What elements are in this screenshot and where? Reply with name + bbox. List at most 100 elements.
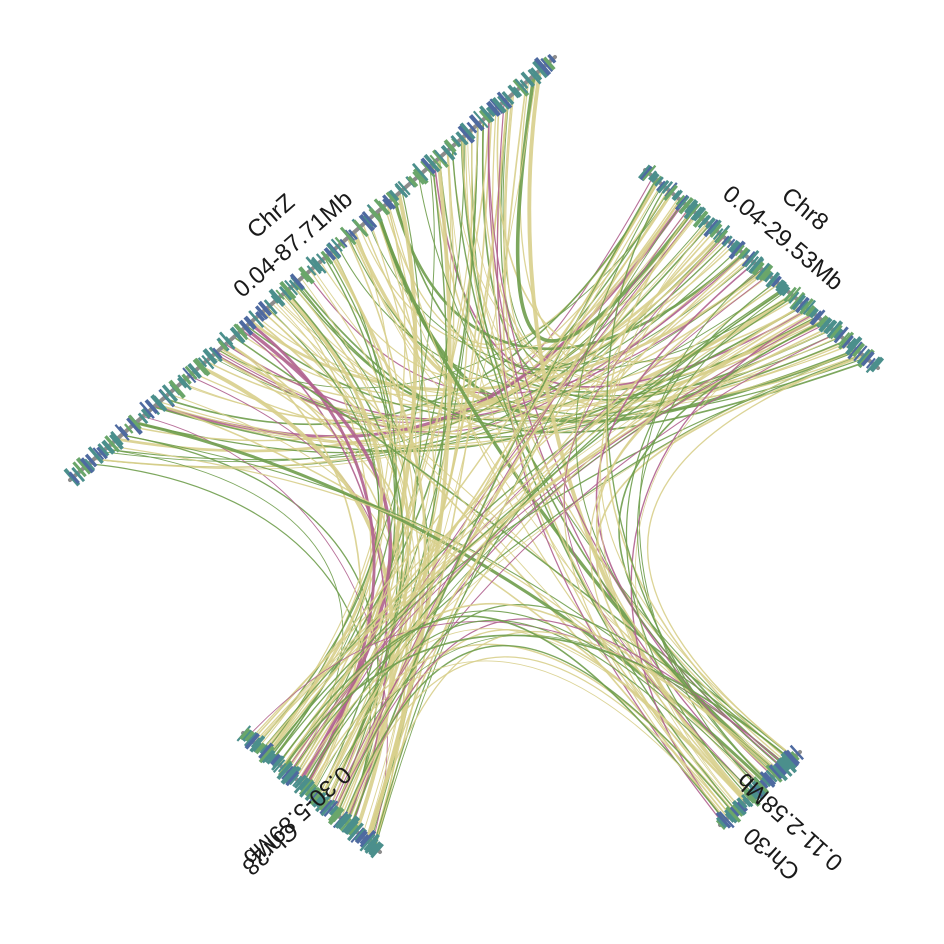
- chr28-gene-tick: [370, 843, 384, 859]
- chr28-gene-tick: [308, 786, 322, 801]
- chrz-gene-tick: [501, 91, 515, 106]
- synteny-link: [343, 656, 731, 822]
- chrz-gene-tick: [87, 446, 104, 464]
- synteny-link: [332, 199, 682, 813]
- chr8-gene-tick: [791, 294, 807, 311]
- chr30-gene-tick: [715, 816, 728, 829]
- chrz-gene-tick: [289, 273, 305, 290]
- chrz-gene-tick: [434, 149, 448, 165]
- synteny-link: [418, 175, 791, 762]
- chr28-gene-tick: [318, 799, 330, 812]
- chr30-gene-tick: [786, 749, 800, 765]
- chrz-gene-tick: [68, 471, 80, 485]
- chr30-gene-tick: [736, 797, 748, 809]
- synteny-link: [248, 322, 376, 788]
- chrz-gene-tick: [511, 86, 523, 98]
- chr30-gene-tick: [747, 788, 759, 800]
- synteny-link: [325, 183, 662, 806]
- chrz-gene-tick: [479, 105, 495, 123]
- chr8-gene-tick: [703, 219, 720, 238]
- synteny-links: [88, 69, 870, 849]
- chr28-gene-tick: [299, 780, 315, 798]
- chr8-gene-tick: [728, 239, 740, 253]
- synteny-link: [253, 283, 780, 744]
- synteny-link: [342, 644, 734, 821]
- chr8-gene-tick: [638, 164, 653, 181]
- chrz-gene-tick: [385, 191, 400, 207]
- synteny-link: [218, 191, 672, 389]
- chr8-gene-tick: [818, 317, 833, 333]
- chrz-gene-tick: [412, 167, 429, 185]
- synteny-link: [333, 190, 423, 812]
- chrz-gene-tick: [218, 340, 228, 351]
- chrz-gene-tick: [184, 365, 198, 380]
- chrz-axis: [68, 55, 557, 482]
- synteny-link: [268, 296, 795, 757]
- chrz-gene-tick: [420, 157, 436, 175]
- chr8-gene-tick: [734, 244, 745, 257]
- chr30-gene-tick: [777, 757, 791, 772]
- chrz-gene-ticks: [63, 53, 557, 487]
- synteny-link: [332, 150, 455, 812]
- chrz-gene-tick: [187, 362, 203, 379]
- chr8-gene-tick: [688, 203, 702, 217]
- synteny-link: [596, 309, 810, 777]
- chr28-gene-tick: [250, 737, 261, 748]
- chr8-gene-tick: [650, 172, 660, 183]
- chr28-gene-tick: [281, 765, 294, 780]
- chrz-gene-tick: [270, 295, 279, 304]
- synteny-link: [320, 180, 659, 801]
- chr30-gene-tick: [783, 750, 799, 767]
- chrz-gene-tick: [497, 95, 510, 110]
- chr30-gene-tick: [746, 781, 765, 801]
- chr28-gene-tick: [276, 761, 294, 781]
- chr8-gene-tick: [755, 262, 772, 281]
- chr30-gene-tick: [771, 764, 788, 782]
- chrz-gene-tick: [491, 96, 507, 114]
- chr28-gene-tick: [266, 753, 277, 765]
- synteny-link: [256, 307, 380, 746]
- chrz-gene-tick: [84, 458, 96, 471]
- chrz-gene-tick: [468, 114, 485, 132]
- synteny-link: [330, 323, 827, 810]
- chr8-gene-tick: [846, 337, 858, 350]
- chrz-gene-tick: [547, 53, 557, 64]
- chr28-gene-tick: [243, 731, 258, 747]
- chr30-gene-tick: [759, 779, 769, 789]
- chr30-gene-tick: [736, 800, 749, 813]
- chr8-gene-tick: [781, 286, 791, 297]
- chrz-gene-tick: [159, 389, 174, 406]
- chrz-gene-tick: [407, 175, 419, 188]
- chr8-gene-tick: [730, 241, 742, 254]
- chr28-gene-tick: [261, 749, 275, 764]
- chr30-gene-tick: [731, 804, 744, 817]
- chrz-gene-tick: [192, 358, 209, 376]
- chrz-gene-tick: [104, 435, 121, 453]
- chr30-gene-tick: [742, 798, 751, 808]
- chr28-gene-tick: [289, 774, 300, 786]
- chr8-gene-tick: [648, 170, 658, 181]
- synteny-link: [375, 213, 770, 781]
- synteny-link: [298, 212, 697, 782]
- chr28-gene-tick: [258, 742, 274, 760]
- chrz-gene-tick: [496, 91, 513, 109]
- synteny-link: [303, 619, 755, 795]
- chrz-gene-tick: [420, 160, 436, 178]
- chr28-gene-tick: [368, 841, 382, 856]
- chrz-gene-tick: [540, 57, 554, 73]
- chr8-gene-tick: [765, 271, 781, 289]
- chr8-gene-tick: [833, 328, 844, 340]
- chrz-gene-tick: [298, 266, 315, 285]
- synteny-link: [350, 234, 750, 410]
- chr8-gene-tick: [722, 235, 733, 247]
- chrz-gene-tick: [315, 253, 326, 265]
- synteny-link: [153, 304, 805, 453]
- chr8-gene-tick: [743, 249, 760, 268]
- chr28-gene-tick: [314, 794, 327, 808]
- chrz-gene-tick: [443, 139, 457, 154]
- chrz-gene-tick: [489, 98, 504, 115]
- chr8-gene-tick: [853, 345, 868, 362]
- chrz-gene-tick: [92, 447, 105, 461]
- chrz-gene-tick: [339, 226, 357, 246]
- synteny-link: [278, 214, 699, 765]
